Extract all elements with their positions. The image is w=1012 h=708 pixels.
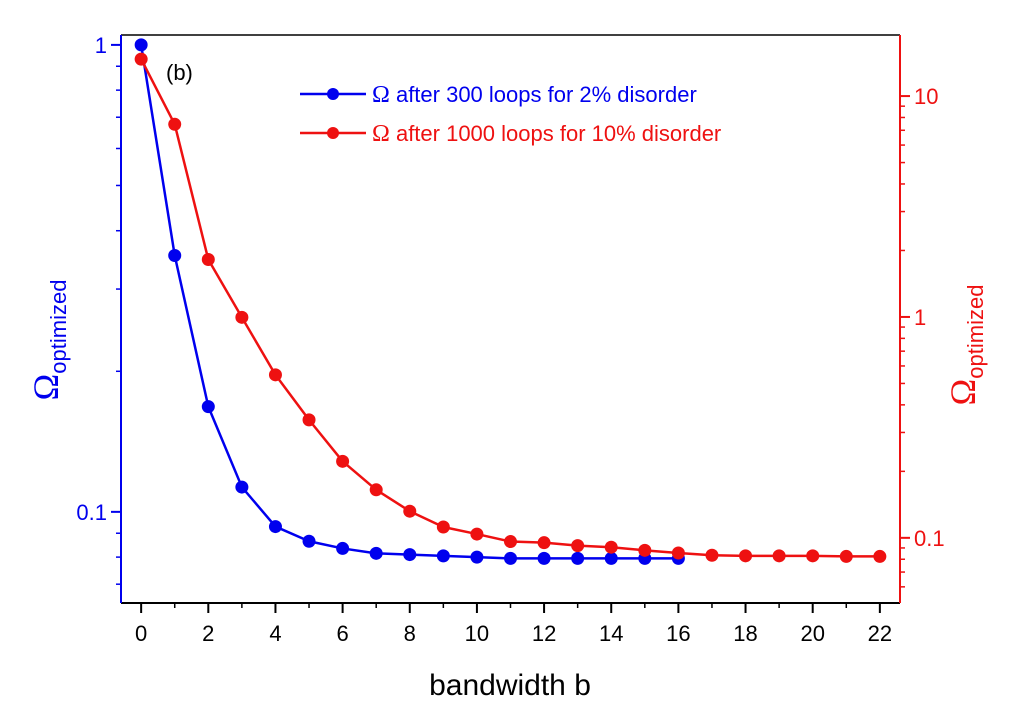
- data-point-blue: [537, 551, 551, 565]
- data-point-blue: [134, 38, 148, 52]
- x-tick-label: 0: [135, 621, 147, 646]
- data-point-red: [268, 368, 282, 382]
- x-axis-label: bandwidth b: [429, 669, 591, 702]
- left-axis-label-symbol: Ω: [26, 374, 66, 401]
- data-point-red: [571, 539, 585, 553]
- legend-marker-blue: [327, 88, 339, 100]
- right-axis-tick-label: 0.1: [914, 526, 945, 551]
- x-tick-label: 18: [733, 621, 757, 646]
- data-point-red: [806, 549, 820, 563]
- data-point-blue: [235, 480, 249, 494]
- left-axis-tick-label: 1: [95, 33, 107, 58]
- axes: 0 2 4 6 8 10 12 14 16 18 20 22 0.1 1 0.1 1 10: [76, 33, 944, 646]
- data-point-blue: [268, 520, 282, 534]
- data-point-red: [537, 536, 551, 550]
- data-point-red: [369, 483, 383, 497]
- data-point-blue: [436, 549, 450, 563]
- x-tick-label: 2: [202, 621, 214, 646]
- legend-label-blue-text: after 300 loops for 2% disorder: [390, 82, 697, 107]
- data-point-red: [504, 535, 517, 549]
- data-point-red: [134, 52, 148, 66]
- legend-label-red-text: after 1000 loops for 10% disorder: [390, 121, 721, 146]
- x-tick-label: 14: [599, 621, 623, 646]
- data-point-blue: [470, 550, 484, 564]
- data-point-red: [302, 413, 316, 427]
- data-point-blue: [604, 551, 618, 565]
- legend: Ω after 300 loops for 2% disorder Ω afte…: [300, 82, 721, 147]
- legend-marker-red: [327, 127, 339, 139]
- x-tick-label: 8: [404, 621, 416, 646]
- data-point-blue: [302, 534, 316, 548]
- x-tick-label: 6: [336, 621, 348, 646]
- left-axis-label: Ωoptimized: [26, 280, 71, 401]
- series-points: [134, 38, 887, 565]
- data-point-red: [470, 527, 484, 541]
- data-point-blue: [201, 400, 215, 414]
- data-point-red: [839, 549, 853, 563]
- data-point-red: [705, 548, 719, 562]
- data-point-blue: [369, 546, 383, 560]
- data-point-red: [671, 546, 685, 560]
- left-axis-label-subscript: optimized: [46, 280, 71, 374]
- data-point-red: [638, 543, 652, 557]
- x-tick-label: 10: [465, 621, 489, 646]
- data-point-red: [201, 253, 215, 267]
- legend-entry-blue: Ω after 300 loops for 2% disorder: [300, 82, 697, 108]
- legend-label-blue: Ω after 300 loops for 2% disorder: [372, 82, 697, 108]
- x-tick-label: 20: [800, 621, 824, 646]
- data-point-red: [604, 540, 618, 554]
- left-axis-tick-label: 0.1: [76, 500, 107, 525]
- right-axis-label: Ωoptimized: [943, 285, 988, 406]
- data-point-red: [772, 549, 786, 563]
- right-axis-label-subscript: optimized: [963, 285, 988, 379]
- data-point-blue: [571, 551, 585, 565]
- x-tick-label: 16: [666, 621, 690, 646]
- data-point-blue: [504, 551, 517, 565]
- data-point-blue: [403, 548, 417, 562]
- x-tick-label: 12: [532, 621, 556, 646]
- data-point-red: [235, 310, 249, 324]
- x-tick-label: 4: [269, 621, 281, 646]
- data-point-blue: [168, 248, 182, 262]
- data-point-red: [403, 504, 417, 518]
- chart-annotation: (b): [166, 60, 193, 85]
- data-point-red: [336, 454, 350, 468]
- data-point-red: [168, 117, 182, 131]
- legend-label-red: Ω after 1000 loops for 10% disorder: [372, 121, 721, 147]
- legend-label-blue-symbol: Ω: [372, 82, 390, 108]
- x-tick-label: 22: [868, 621, 892, 646]
- legend-label-red-symbol: Ω: [372, 121, 390, 147]
- data-point-red: [436, 520, 450, 534]
- right-axis-label-symbol: Ω: [943, 379, 983, 406]
- data-point-red: [739, 549, 753, 563]
- data-point-red: [873, 549, 887, 563]
- legend-entry-red: Ω after 1000 loops for 10% disorder: [300, 121, 721, 147]
- right-axis-tick-label: 1: [914, 305, 926, 330]
- right-axis-tick-label: 10: [914, 84, 938, 109]
- data-point-blue: [336, 541, 350, 555]
